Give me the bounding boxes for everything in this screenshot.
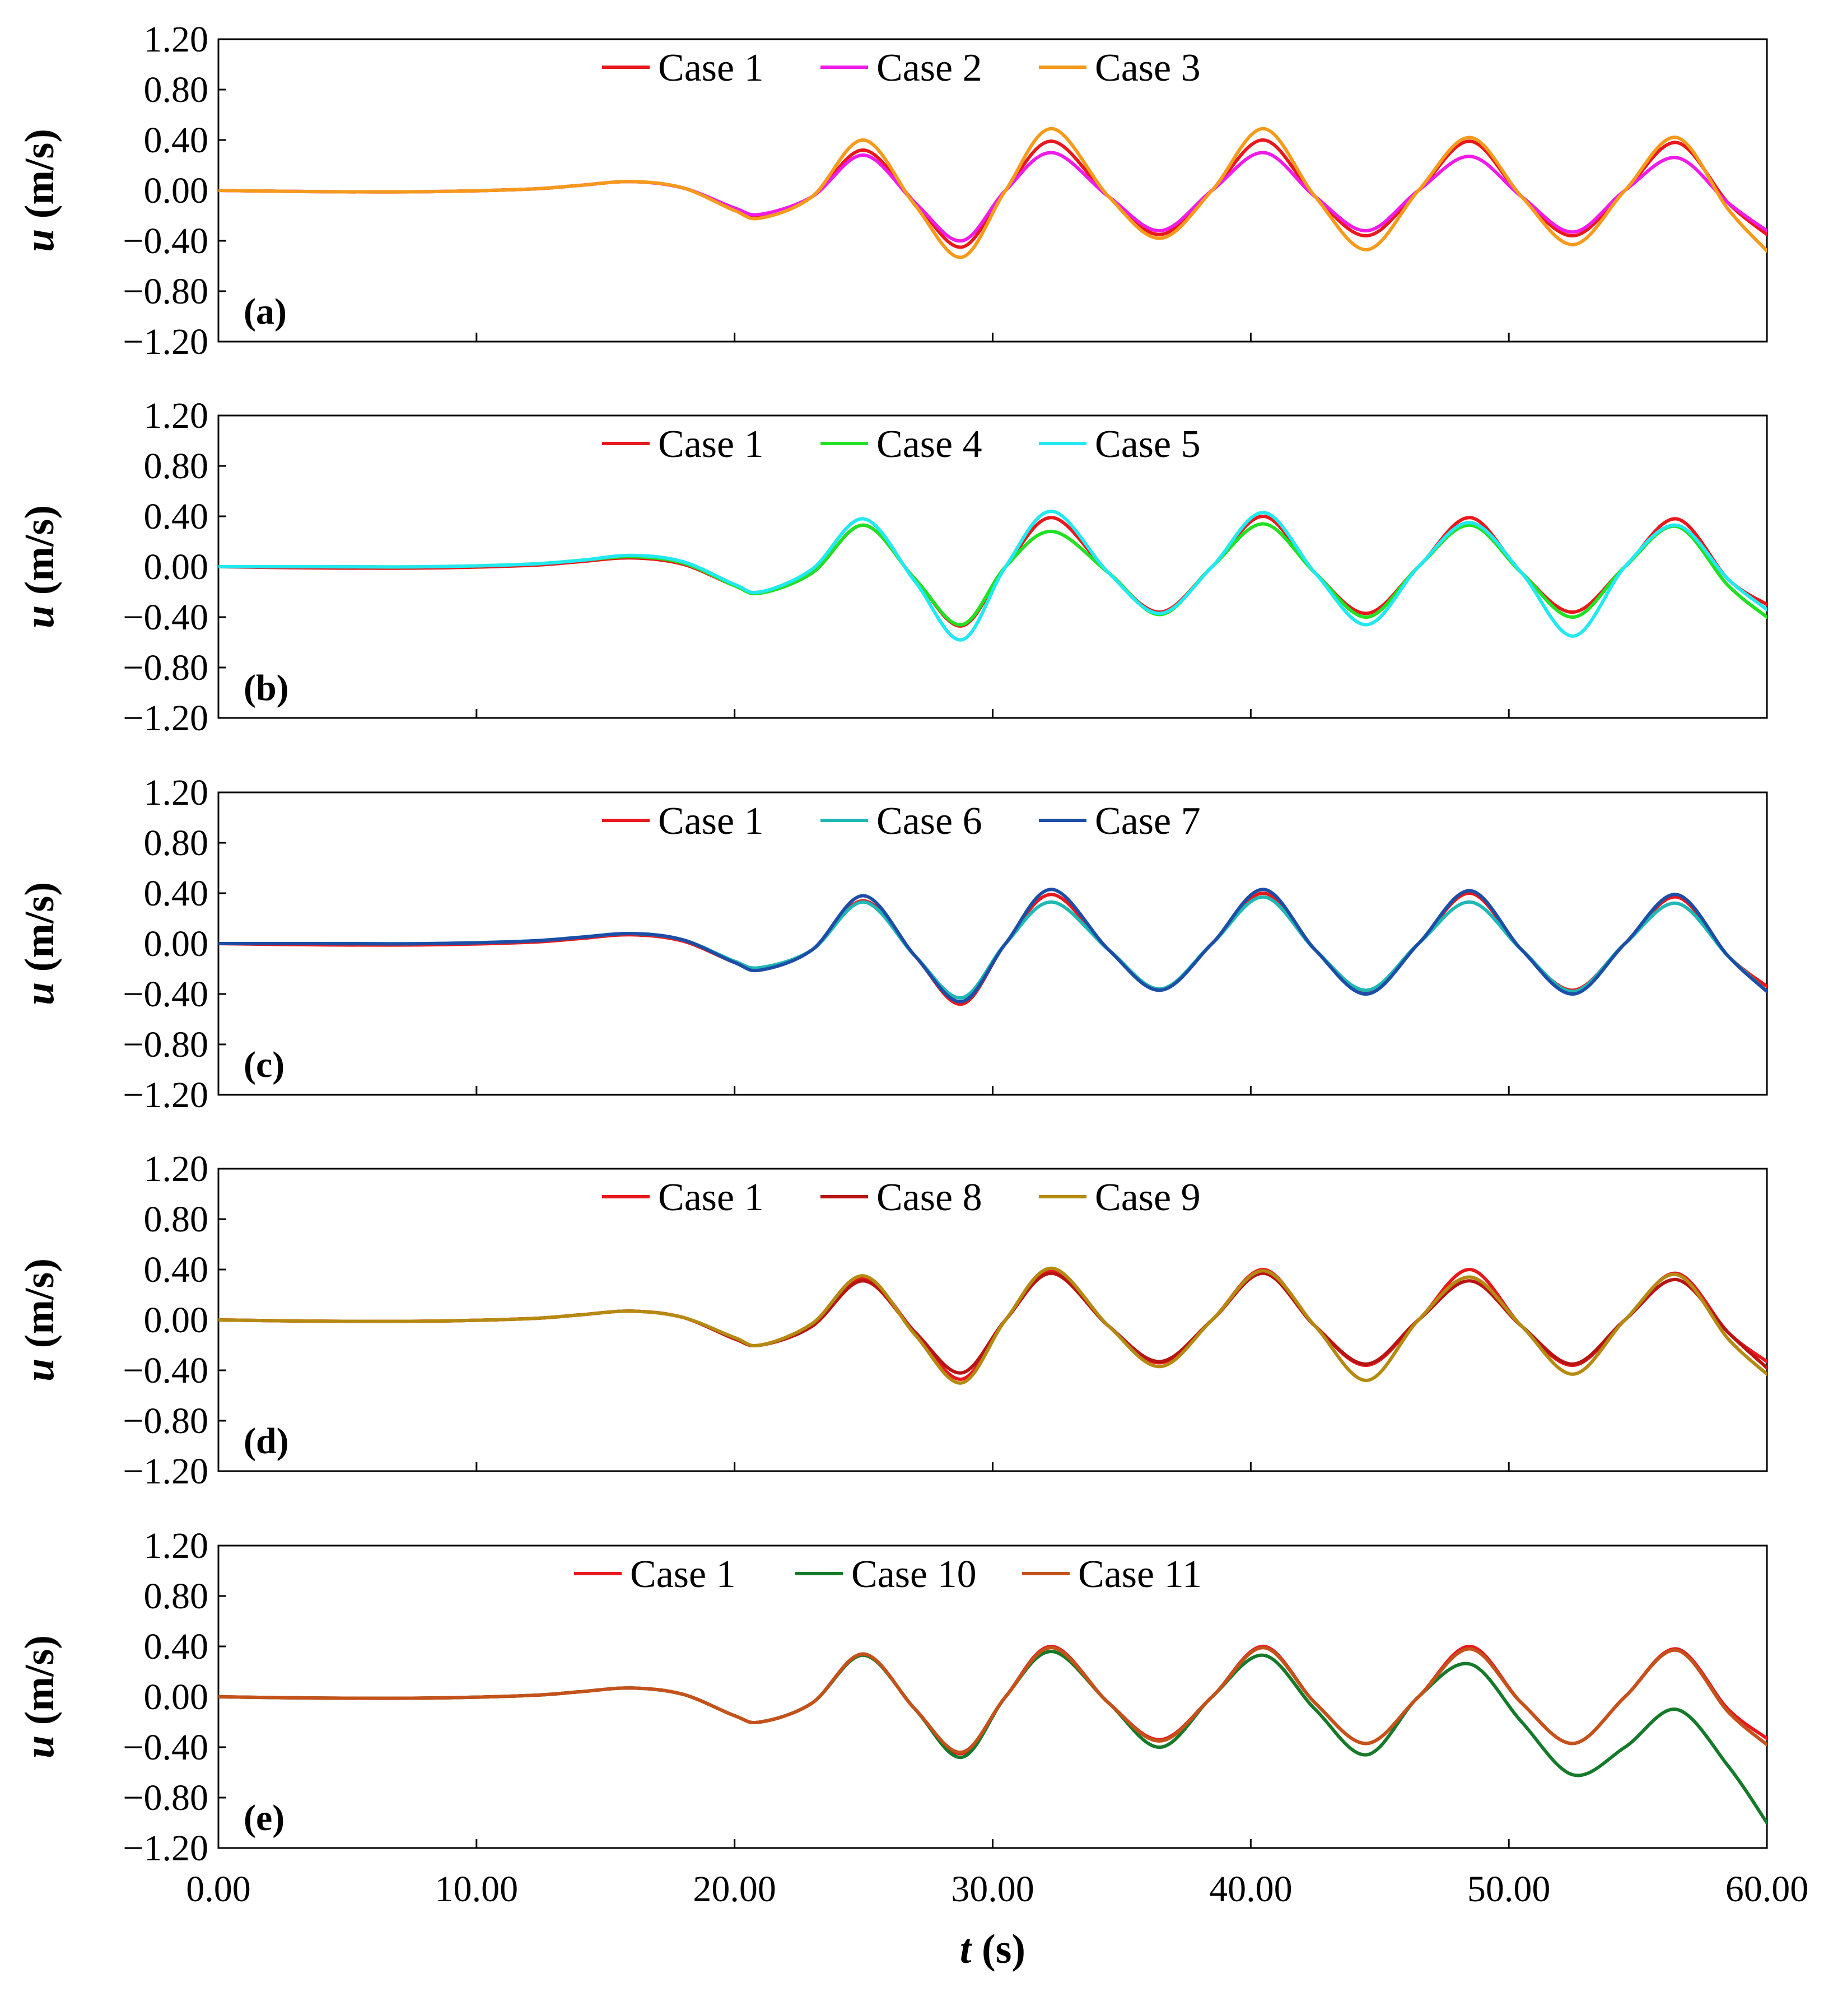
- y-tick-label: −0.40: [123, 1727, 208, 1768]
- legend-label: Case 1: [658, 423, 764, 466]
- x-tick-label: 0.00: [186, 1869, 251, 1910]
- legend-label: Case 1: [658, 1176, 764, 1219]
- legend-label: Case 3: [1095, 46, 1201, 90]
- y-tick-label: 0.00: [144, 1677, 209, 1718]
- series-line-case-4: [218, 522, 1767, 627]
- y-tick-label: 1.20: [144, 772, 209, 813]
- series-line-case-11: [218, 1646, 1767, 1754]
- series-line-case-8: [218, 1271, 1767, 1375]
- series-line-case-1: [218, 138, 1767, 249]
- series-line-case-2: [218, 151, 1767, 243]
- x-tick-label: 40.00: [1209, 1869, 1293, 1910]
- y-tick-label: −1.20: [123, 321, 208, 362]
- legend-label: Case 4: [876, 423, 982, 466]
- y-tick-label: 0.80: [144, 69, 209, 110]
- y-tick-label: 0.80: [144, 1199, 209, 1240]
- y-tick-label: −0.40: [123, 974, 208, 1015]
- y-tick-label: 1.20: [144, 1149, 209, 1189]
- y-tick-label: 1.20: [144, 1525, 209, 1566]
- legend-label: Case 7: [1095, 800, 1201, 843]
- x-axis-title: t (s): [960, 1926, 1025, 1972]
- y-tick-label: −1.20: [123, 698, 208, 739]
- y-tick-label: 0.40: [144, 873, 209, 914]
- series-line-case-10: [218, 1649, 1767, 1824]
- series-line-case-5: [218, 509, 1767, 642]
- panel-tag: (a): [244, 291, 287, 332]
- panel-e: 1.20 0.80 0.40 0.00 −0.40 −0.80 −1.20 u (m/s) (e…: [17, 1525, 1768, 1869]
- x-tick-label: 10.00: [435, 1869, 519, 1910]
- y-tick-label: 0.00: [144, 170, 209, 211]
- series-line-case-1: [218, 891, 1767, 1006]
- series-line-case-1: [218, 1267, 1767, 1381]
- y-tick-label: 0.40: [144, 120, 209, 161]
- y-tick-label: −0.80: [123, 1777, 208, 1818]
- legend-label: Case 5: [1095, 423, 1201, 466]
- legend-label: Case 1: [630, 1553, 736, 1596]
- y-axis-title: u (m/s): [17, 1635, 63, 1758]
- y-tick-label: −1.20: [123, 1828, 208, 1869]
- y-tick-label: 0.40: [144, 1249, 209, 1290]
- x-tick-label: 50.00: [1467, 1869, 1551, 1910]
- series-line-case-1: [218, 514, 1767, 628]
- series-line-case-7: [218, 888, 1767, 1004]
- panel-a: 1.20 0.80 0.40 0.00 −0.40 −0.80 −1.20 u (m/s) (a…: [17, 19, 1768, 362]
- legend-label: Case 10: [851, 1553, 977, 1596]
- y-tick-label: 0.00: [144, 1300, 209, 1341]
- panel-tag: (d): [244, 1421, 289, 1462]
- y-tick-label: 1.20: [144, 19, 209, 60]
- y-tick-label: −1.20: [123, 1451, 208, 1492]
- y-tick-label: −0.80: [123, 1401, 208, 1441]
- y-axis-title: u (m/s): [17, 882, 63, 1005]
- y-tick-label: 0.40: [144, 496, 209, 537]
- series-line-case-6: [218, 895, 1767, 1000]
- legend-label: Case 11: [1078, 1553, 1202, 1596]
- x-tick-label: 20.00: [693, 1869, 776, 1910]
- x-tick-label: 60.00: [1725, 1869, 1809, 1910]
- y-tick-label: −0.80: [123, 271, 208, 312]
- legend-label: Case 1: [658, 800, 764, 843]
- y-tick-label: −0.80: [123, 1024, 208, 1065]
- panel-tag: (c): [244, 1044, 284, 1085]
- y-tick-label: −0.40: [123, 1350, 208, 1391]
- panel-tag: (b): [244, 668, 289, 708]
- panel-b: 1.20 0.80 0.40 0.00 −0.40 −0.80 −1.20 u (m/s) (b…: [17, 395, 1768, 739]
- series-line-case-3: [218, 127, 1767, 259]
- y-axis-title: u (m/s): [17, 1258, 63, 1382]
- y-tick-label: 1.20: [144, 395, 209, 436]
- y-tick-label: −0.40: [123, 221, 208, 262]
- y-axis-title: u (m/s): [17, 129, 63, 252]
- panel-d: 1.20 0.80 0.40 0.00 −0.40 −0.80 −1.20 u (m/s) (d…: [17, 1149, 1768, 1492]
- y-tick-label: −0.80: [123, 647, 208, 688]
- x-tick-label: 30.00: [951, 1869, 1034, 1910]
- y-tick-label: 0.00: [144, 547, 209, 587]
- y-tick-label: 0.80: [144, 823, 209, 864]
- legend-label: Case 6: [876, 800, 982, 843]
- legend-label: Case 2: [876, 46, 982, 90]
- y-tick-label: 0.80: [144, 446, 209, 487]
- series-line-case-9: [218, 1266, 1767, 1385]
- panel-tag: (e): [244, 1798, 284, 1838]
- y-tick-label: 0.00: [144, 923, 209, 964]
- y-tick-label: −0.40: [123, 597, 208, 638]
- y-tick-label: 0.80: [144, 1576, 209, 1617]
- panel-c: 1.20 0.80 0.40 0.00 −0.40 −0.80 −1.20 u (m/s) (c…: [17, 772, 1768, 1116]
- legend-label: Case 1: [658, 46, 764, 90]
- y-tick-label: 0.40: [144, 1626, 209, 1667]
- y-axis-title: u (m/s): [17, 505, 63, 628]
- y-tick-label: −1.20: [123, 1075, 208, 1116]
- legend-label: Case 9: [1095, 1176, 1201, 1219]
- legend-label: Case 8: [876, 1176, 982, 1219]
